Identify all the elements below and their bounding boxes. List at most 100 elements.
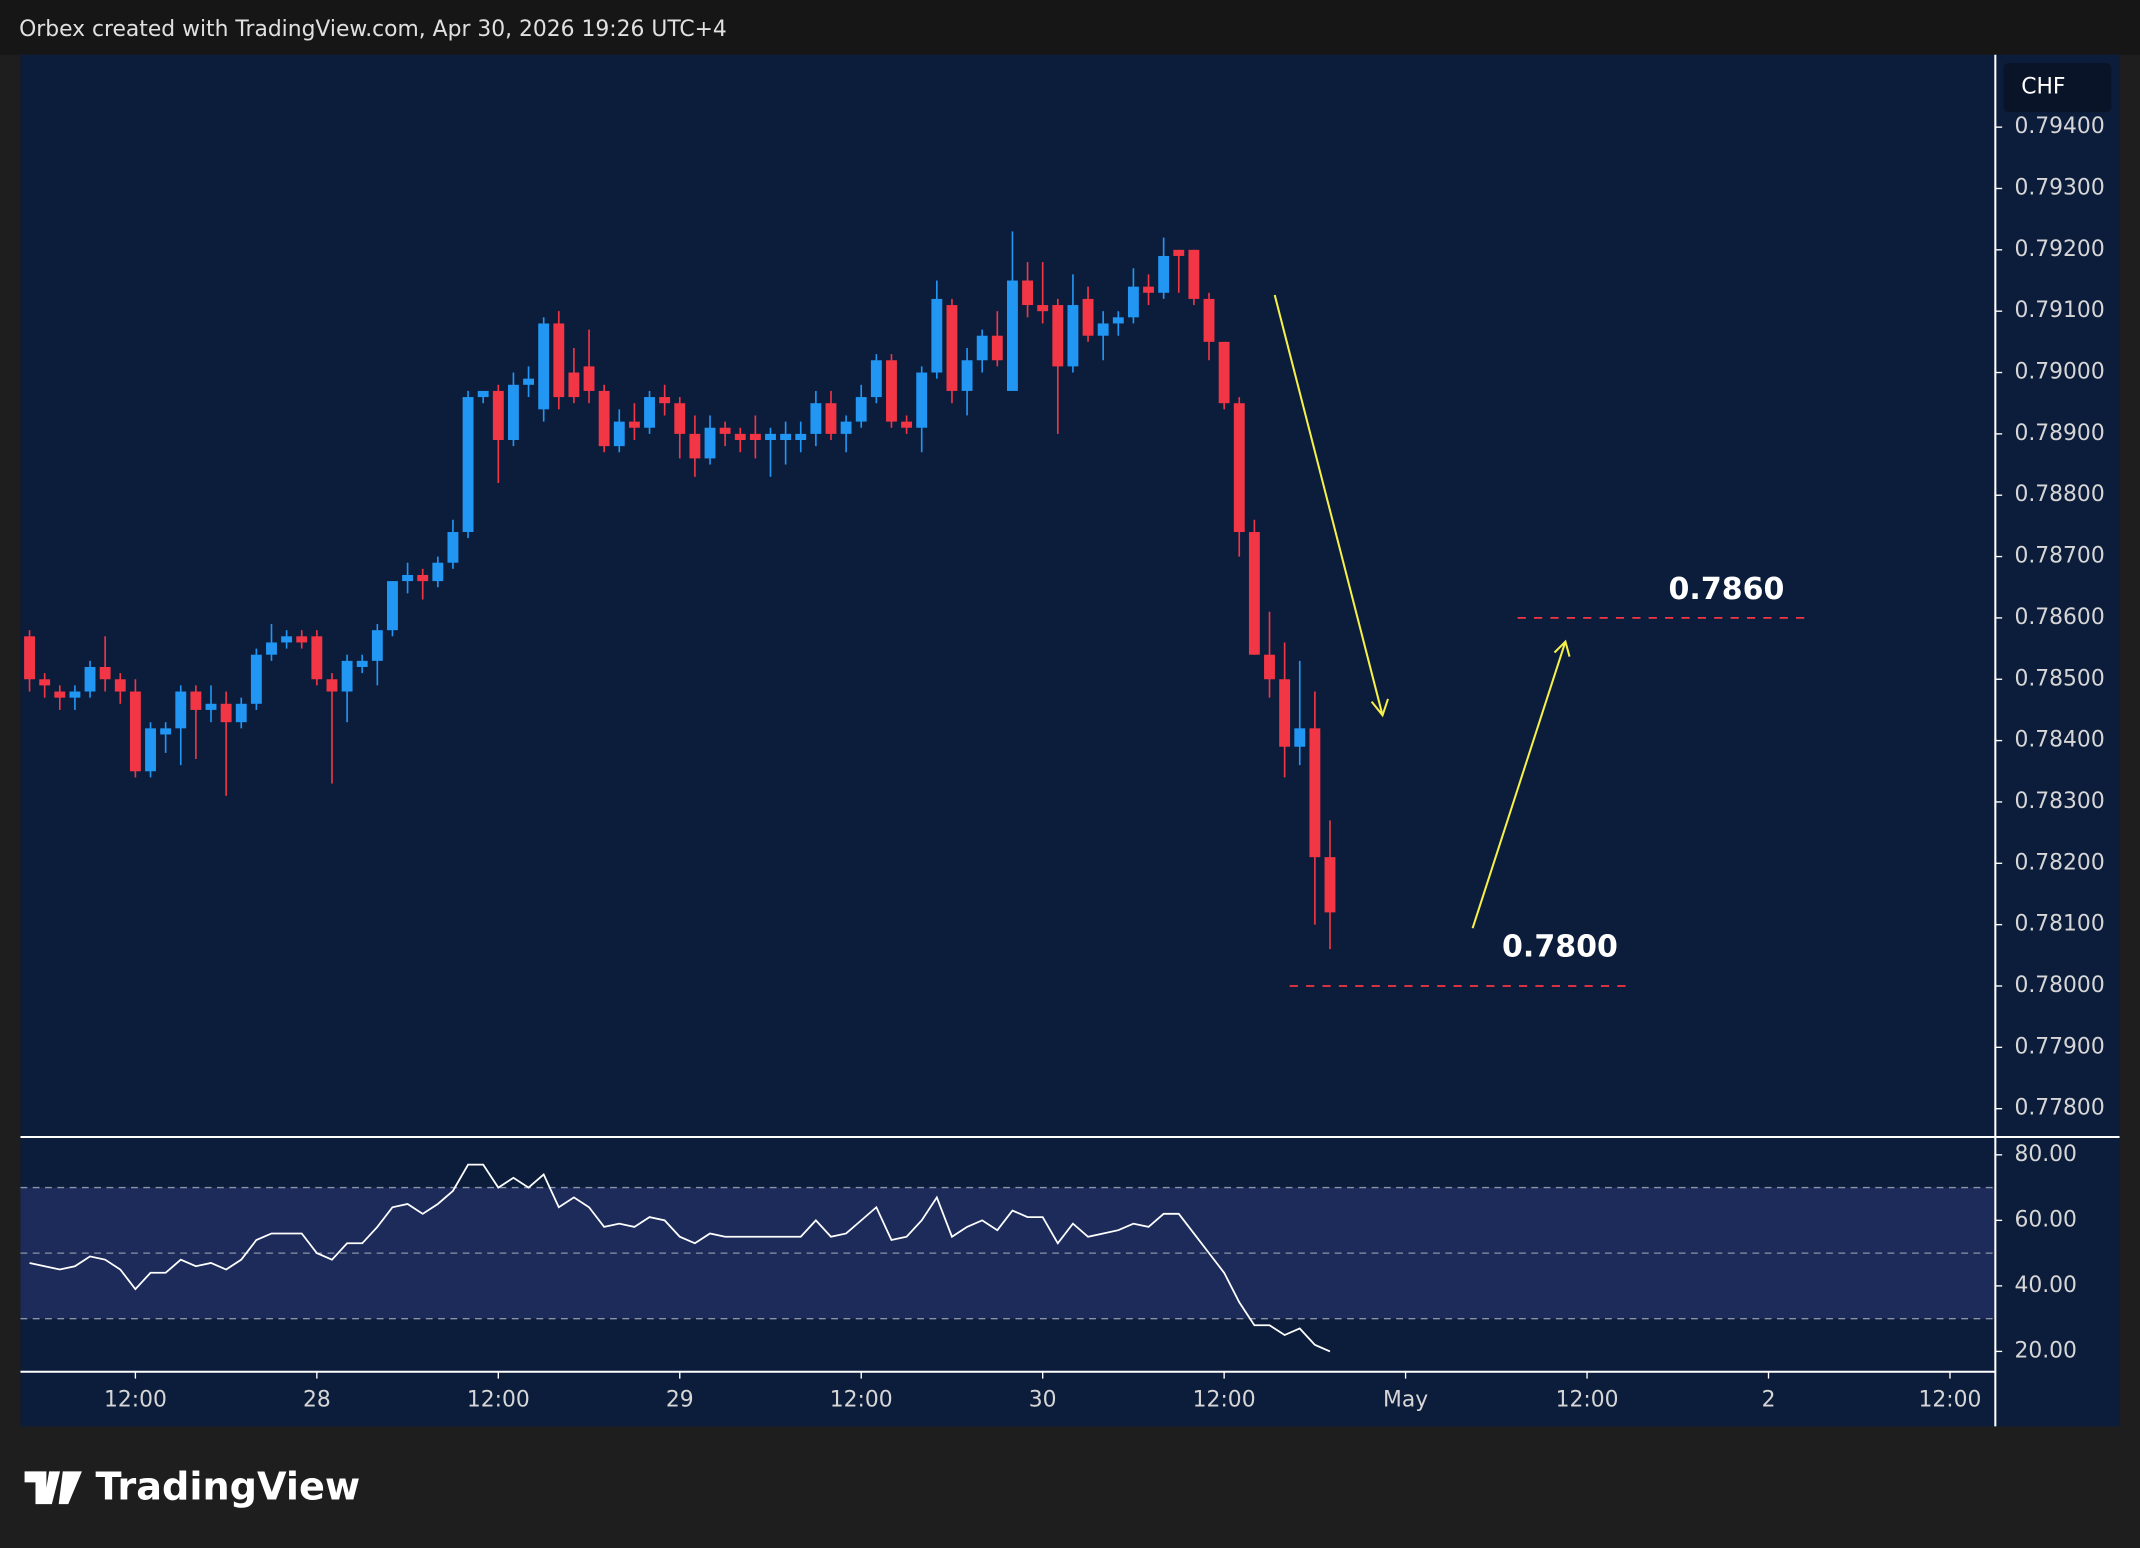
candle-body xyxy=(387,581,398,631)
candle-body xyxy=(689,433,701,459)
y-tick-label: 0.78500 xyxy=(2014,666,2104,691)
candle-body xyxy=(1082,298,1094,336)
currency: CHF xyxy=(2021,75,2065,100)
candle-body xyxy=(235,703,247,723)
candle-body xyxy=(507,384,519,441)
candle-body xyxy=(553,323,565,398)
candle-body xyxy=(780,433,792,441)
y-tick-label: 0.79200 xyxy=(2014,237,2104,262)
candle-body xyxy=(1052,305,1064,367)
x-tick-label: 12:00 xyxy=(1193,1387,1256,1412)
candle-body xyxy=(1294,728,1306,747)
candle-body xyxy=(311,636,323,680)
y-tick-label: 0.78300 xyxy=(2014,789,2104,814)
candle-body xyxy=(991,335,1003,361)
candle-body xyxy=(84,666,96,692)
candle-body xyxy=(1112,317,1124,324)
x-tick-label: 12:00 xyxy=(830,1387,893,1412)
candle-body xyxy=(583,366,595,391)
candle-body xyxy=(795,433,807,441)
candle-body xyxy=(477,390,489,398)
candle-body xyxy=(734,433,746,441)
x-tick-label: 12:00 xyxy=(1556,1387,1619,1412)
candle-body xyxy=(114,679,126,692)
candle-body xyxy=(129,691,141,772)
candle-body xyxy=(1188,249,1200,299)
y-tick-label: 0.78700 xyxy=(2014,544,2104,569)
candle-body xyxy=(492,390,504,441)
candle-body xyxy=(1143,286,1154,293)
candle-body xyxy=(1067,305,1079,367)
y-tick-label: 0.79100 xyxy=(2014,298,2104,323)
candle-body xyxy=(749,433,761,441)
header-text: Orbex created with TradingView.com, Apr … xyxy=(19,17,727,42)
candle-body xyxy=(931,298,943,373)
y-tick-label: 0.78400 xyxy=(2014,728,2104,753)
candle-body xyxy=(205,703,217,710)
candle-body xyxy=(326,679,338,692)
x-tick-label: 12:00 xyxy=(467,1387,530,1412)
candle-body xyxy=(704,427,716,459)
candle-body xyxy=(356,660,368,667)
candle-body xyxy=(1279,679,1291,747)
arrow-down xyxy=(1273,294,1389,718)
candle-body xyxy=(39,679,51,686)
candle-body xyxy=(266,642,277,655)
candle-body xyxy=(145,728,156,772)
candle-body xyxy=(659,397,671,404)
candle-body xyxy=(946,305,958,391)
candle-body xyxy=(1309,728,1321,858)
plot: 0.79400 0.79300 0.79200 0.79100 0.79000 0.789… xyxy=(20,114,2105,1412)
candle-body xyxy=(296,636,308,643)
rsi-line xyxy=(29,1163,1331,1353)
candle-body xyxy=(175,691,187,729)
rsi-y-tick-label: 80.00 xyxy=(2014,1142,2077,1167)
candle-body xyxy=(538,323,550,410)
candle-body xyxy=(568,372,580,398)
candle-body xyxy=(1173,249,1185,256)
candle-body xyxy=(220,703,232,723)
candle-body xyxy=(644,397,655,428)
candle-body xyxy=(1127,286,1139,318)
candle-body xyxy=(523,378,534,385)
y-tick-label: 0.78200 xyxy=(2014,850,2104,875)
x-tick-label: 12:00 xyxy=(1919,1387,1982,1412)
candle-body xyxy=(24,636,35,680)
x-tick-label: 12:00 xyxy=(104,1387,167,1412)
candle-body xyxy=(69,691,81,698)
candle-body xyxy=(54,691,66,698)
candle-body xyxy=(1218,341,1230,404)
x-tick-label: May xyxy=(1383,1387,1428,1412)
candle-body xyxy=(402,574,414,582)
candle-body xyxy=(598,390,610,447)
x-tick-label: 30 xyxy=(1029,1387,1057,1412)
candle-body xyxy=(1203,298,1215,342)
candle-body xyxy=(810,403,822,434)
candle-body xyxy=(1037,305,1049,312)
candle-body xyxy=(432,562,444,582)
level-label: 0.7860 xyxy=(1669,572,1785,607)
y-tick-label: 0.77900 xyxy=(2014,1034,2104,1059)
candle-body xyxy=(250,654,262,704)
candle-body xyxy=(628,421,640,428)
logo xyxy=(24,1471,82,1505)
candle-body xyxy=(886,360,897,422)
candle-body xyxy=(916,372,928,428)
candle-body xyxy=(976,335,988,361)
candle-body xyxy=(840,421,852,434)
candle-body xyxy=(1022,280,1034,306)
candle-body xyxy=(160,728,172,735)
candle-body xyxy=(1158,255,1170,293)
candle-body xyxy=(719,427,731,434)
candle-body xyxy=(341,660,353,692)
rsi-y-tick-label: 20.00 xyxy=(2014,1338,2077,1363)
candle-body xyxy=(462,397,474,533)
candle-body xyxy=(855,397,867,422)
candle-body xyxy=(613,421,625,447)
x-tick-label: 2 xyxy=(1762,1387,1776,1412)
candle-body xyxy=(674,403,686,434)
y-tick-label: 0.78100 xyxy=(2014,912,2104,937)
candle-body xyxy=(371,630,383,661)
